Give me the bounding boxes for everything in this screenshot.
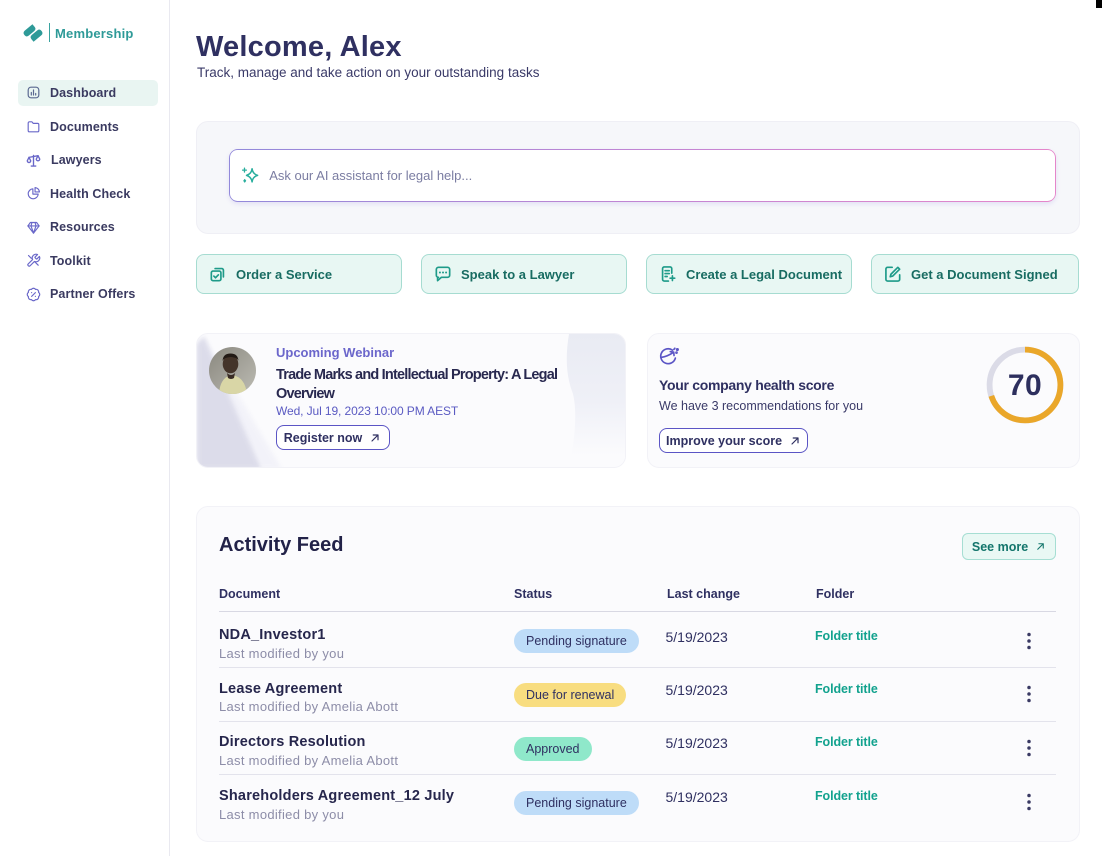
svg-text:70: 70: [1008, 369, 1042, 402]
